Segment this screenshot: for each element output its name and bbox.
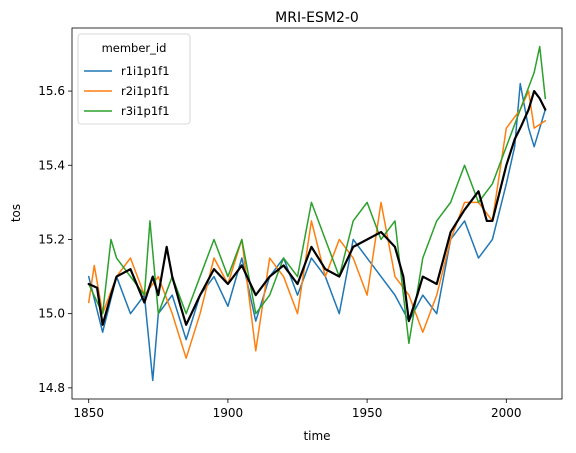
series-line-ensemble-mean <box>87 89 547 326</box>
y-axis: 14.8 15.0 15.2 15.4 15.6 <box>38 84 72 395</box>
x-tick-label: 2000 <box>491 406 522 420</box>
x-tick-label: 1850 <box>73 406 104 420</box>
y-axis-label: tos <box>9 204 23 222</box>
legend-label: r3i1p1f1 <box>121 104 170 118</box>
plot-lines <box>87 45 547 382</box>
legend-label: r2i1p1f1 <box>121 84 170 98</box>
x-axis: 1850 1900 1950 2000 <box>73 399 522 420</box>
legend: member_id r1i1p1f1 r2i1p1f1 r3i1p1f1 <box>77 33 191 125</box>
legend-box <box>77 33 191 125</box>
series-line-r1i1p1f1 <box>87 82 547 382</box>
y-tick-label: 14.8 <box>38 381 65 395</box>
plot-frame <box>71 27 563 400</box>
y-tick-label: 15.2 <box>38 232 65 246</box>
x-tick-label: 1900 <box>213 406 244 420</box>
legend-entries: r1i1p1f1 r2i1p1f1 r3i1p1f1 <box>84 64 170 118</box>
legend-label: r1i1p1f1 <box>121 64 170 78</box>
y-tick-label: 15.0 <box>38 307 65 321</box>
chart-title: MRI-ESM2-0 <box>275 10 359 26</box>
legend-title: member_id <box>102 41 167 55</box>
y-tick-label: 15.6 <box>38 84 65 98</box>
x-axis-label: time <box>303 429 330 443</box>
y-tick-label: 15.4 <box>38 158 65 172</box>
x-tick-label: 1950 <box>352 406 383 420</box>
series-line-r3i1p1f1 <box>87 45 547 345</box>
